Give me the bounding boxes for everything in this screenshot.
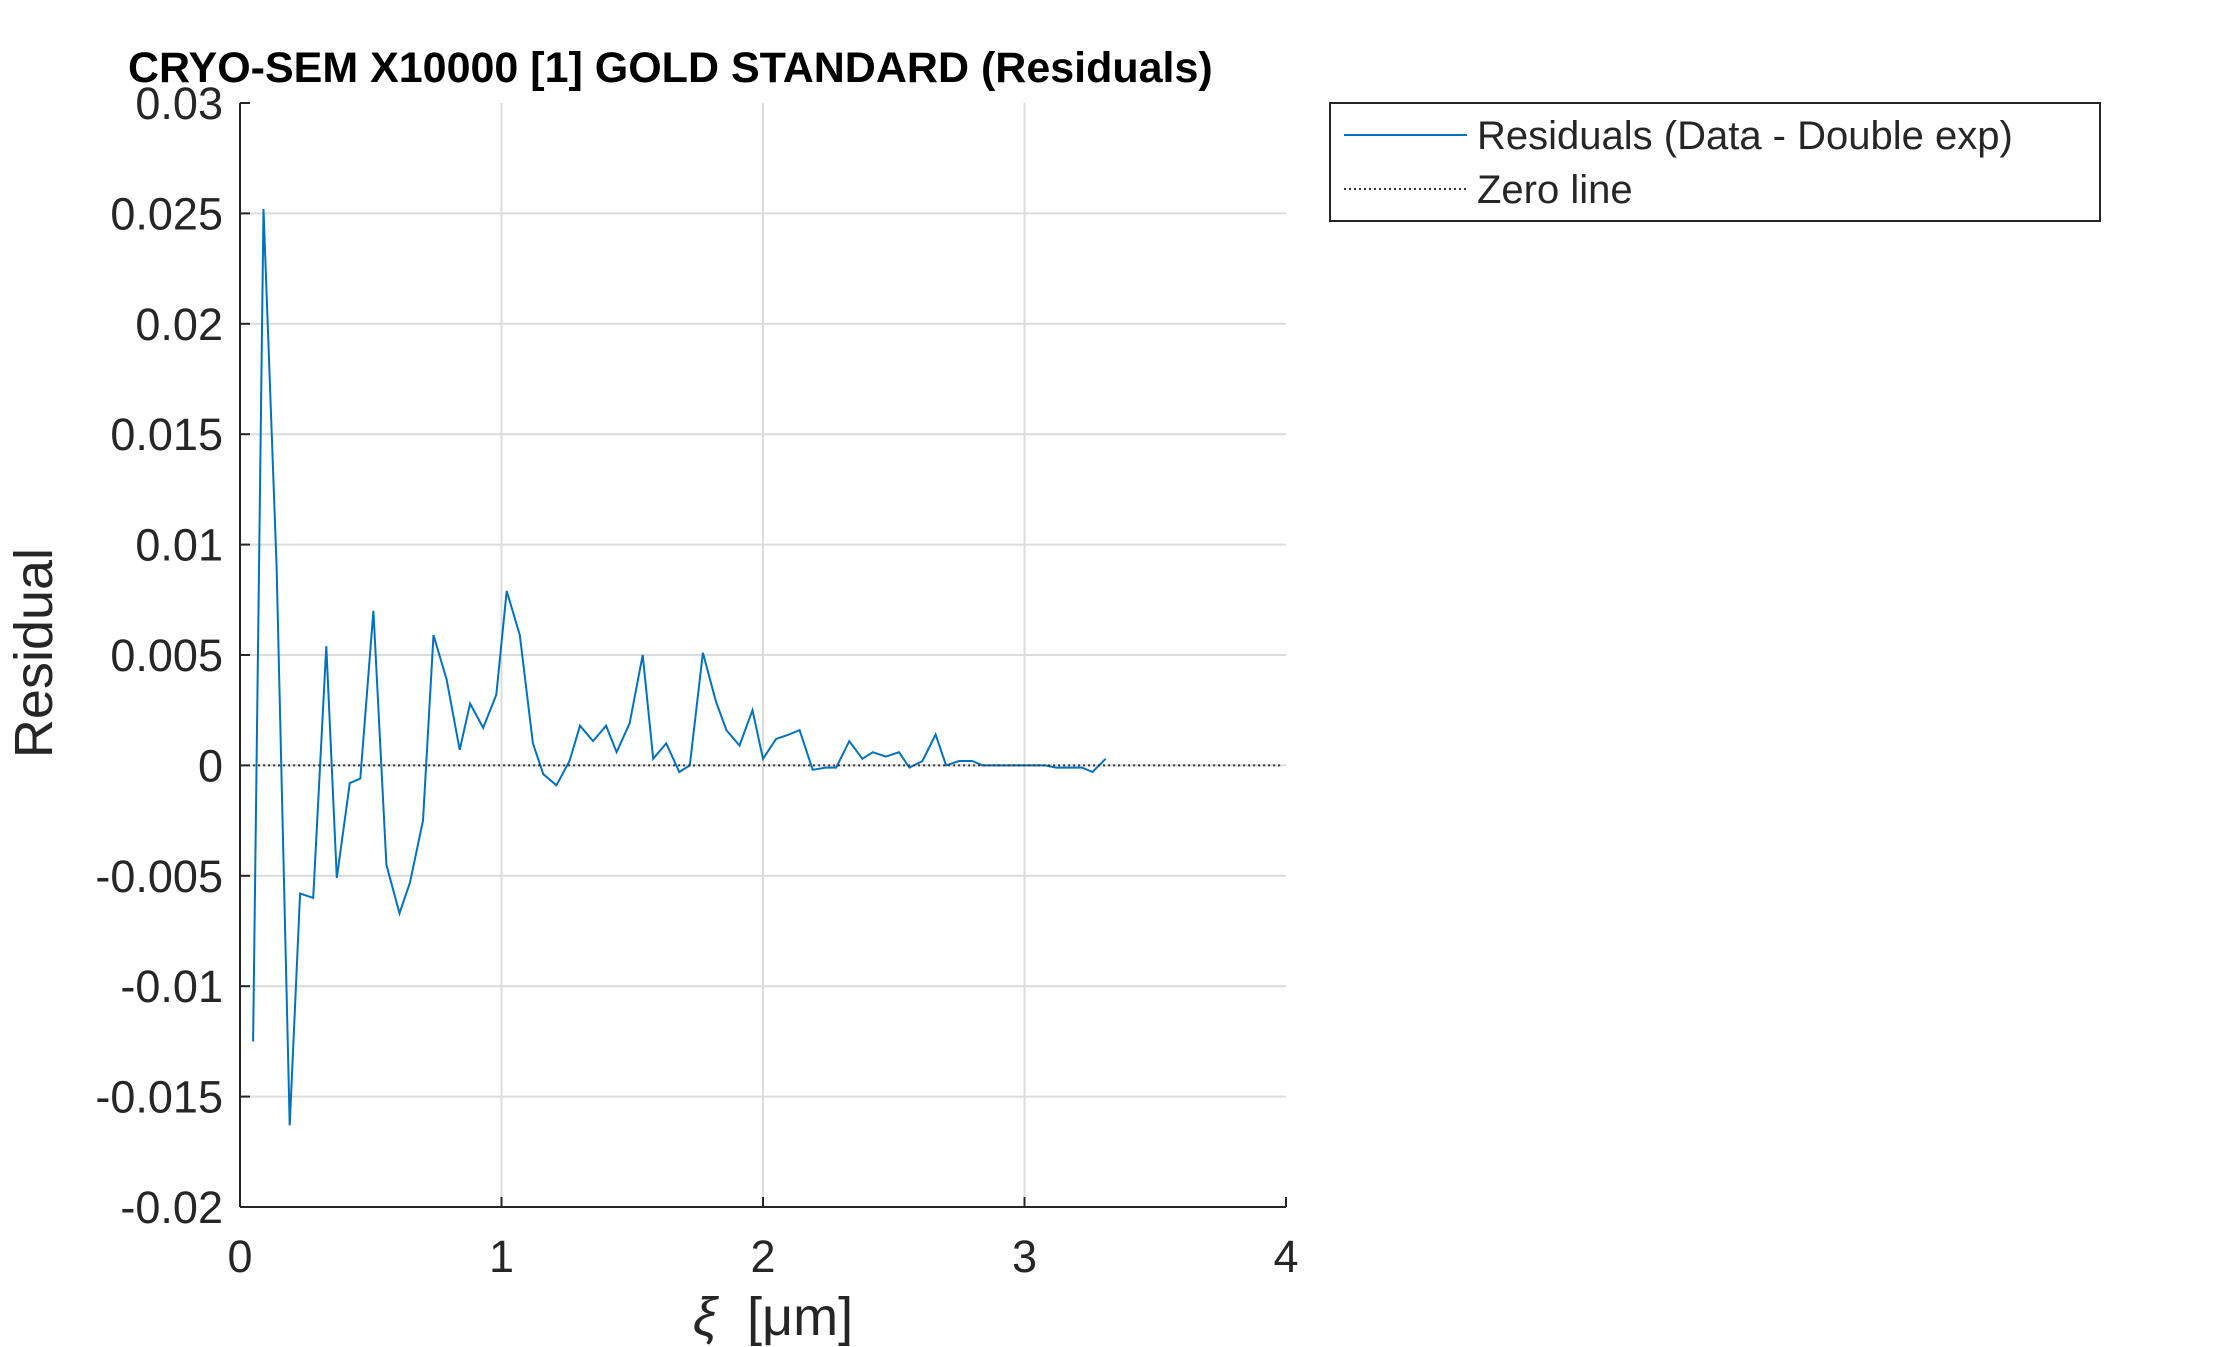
x-tick-label: 0	[227, 1231, 252, 1282]
y-tick-label: -0.01	[120, 961, 223, 1012]
y-tick-label: -0.02	[120, 1182, 223, 1233]
y-tick-label: 0.025	[110, 188, 223, 239]
y-axis-label: Residual	[4, 548, 64, 758]
x-axis-unit: [μm]	[747, 1287, 853, 1347]
legend: Residuals (Data - Double exp) Zero line	[1329, 102, 2101, 222]
tick-labels: 0 1 2 3 4 -0.02 -0.015 -0.01 -0.005 0 0.005 0.01 0.0…	[95, 78, 1298, 1282]
y-tick-label: 0.03	[135, 78, 223, 129]
y-tick-label: 0	[198, 740, 223, 791]
y-tick-label: 0.015	[110, 409, 223, 460]
y-tick-label: -0.005	[95, 851, 223, 902]
y-tick-label: -0.015	[95, 1072, 223, 1123]
legend-box	[1329, 102, 2101, 222]
legend-label-residuals: Residuals (Data - Double exp)	[1477, 114, 2013, 158]
x-tick-label: 2	[750, 1231, 775, 1282]
x-axis-label: ξ [μm]	[693, 1287, 853, 1347]
x-tick-label: 1	[489, 1231, 514, 1282]
x-tick-label: 3	[1012, 1231, 1037, 1282]
y-tick-label: 0.02	[135, 299, 223, 350]
y-tick-label: 0.01	[135, 520, 223, 571]
legend-label-zero-line: Zero line	[1477, 168, 1633, 212]
x-tick-label: 4	[1273, 1231, 1298, 1282]
axes-frame	[239, 102, 1287, 1208]
x-axis-symbol: ξ	[693, 1287, 720, 1347]
chart-title: CRYO-SEM X10000 [1] GOLD STANDARD (Resid…	[128, 44, 1213, 92]
residuals-line	[252, 208, 1107, 1126]
grid-lines	[240, 103, 1286, 1207]
series-layer	[252, 208, 1281, 1126]
y-tick-label: 0.005	[110, 630, 223, 681]
